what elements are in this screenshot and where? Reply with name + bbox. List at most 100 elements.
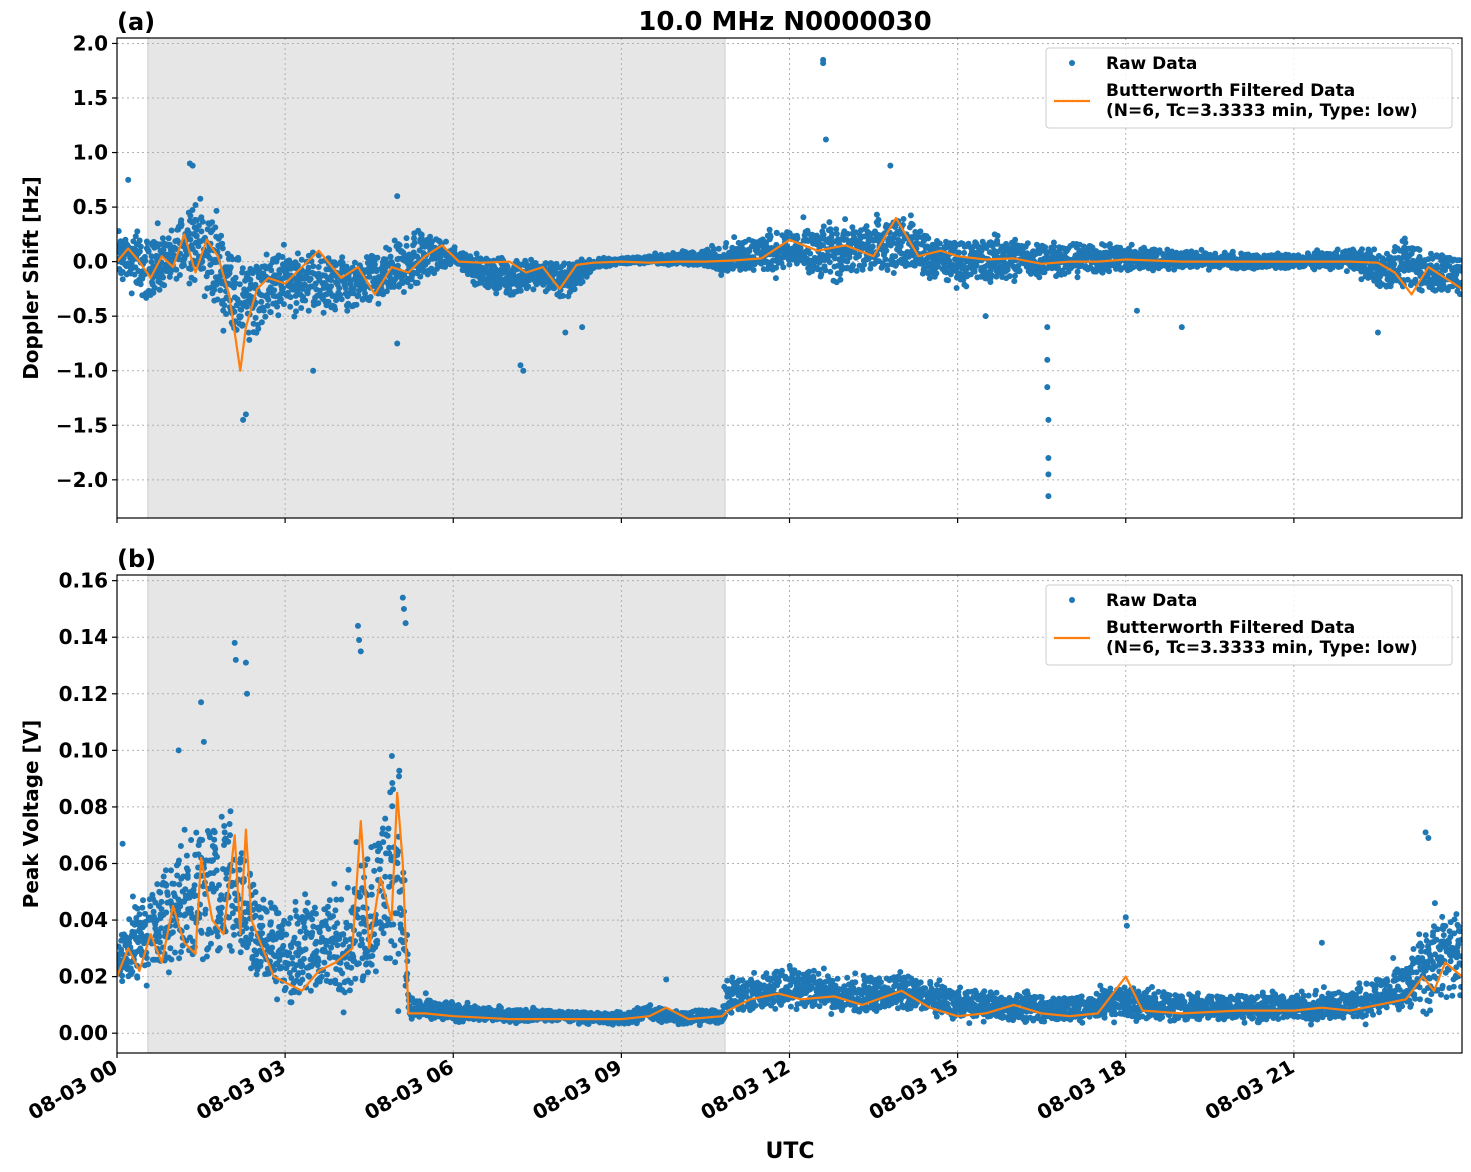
raw-data-point	[1334, 246, 1341, 253]
raw-data-point	[1402, 239, 1409, 246]
raw-data-point	[227, 832, 233, 839]
raw-data-point	[366, 273, 373, 280]
raw-data-point	[144, 240, 151, 246]
raw-data-point	[206, 831, 213, 838]
raw-data-point	[161, 282, 168, 289]
raw-data-point	[285, 920, 292, 927]
raw-data-point	[265, 970, 272, 977]
raw-data-point	[851, 234, 858, 241]
raw-data-point	[165, 969, 172, 976]
raw-data-outlier	[1374, 329, 1381, 336]
raw-data-point	[294, 250, 301, 257]
raw-data-point	[400, 289, 407, 295]
raw-data-point	[827, 226, 834, 233]
raw-data-point	[136, 911, 143, 918]
raw-data-point	[307, 987, 314, 994]
raw-data-point	[243, 303, 250, 310]
raw-data-point	[325, 925, 332, 932]
raw-data-point	[154, 220, 161, 227]
raw-data-point	[269, 944, 276, 951]
raw-data-point	[336, 285, 343, 292]
raw-data-point	[525, 283, 532, 290]
raw-data-point	[333, 896, 340, 903]
raw-data-point	[345, 866, 352, 873]
raw-data-point	[267, 921, 274, 928]
raw-data-point	[1012, 272, 1018, 279]
raw-data-point	[172, 922, 179, 929]
raw-data-point	[143, 982, 150, 989]
raw-data-point	[297, 281, 304, 287]
raw-data-point	[852, 229, 859, 236]
raw-data-point	[926, 275, 933, 282]
raw-data-point	[334, 920, 341, 927]
raw-data-point	[517, 287, 524, 294]
raw-data-point	[274, 303, 281, 310]
raw-data-point	[165, 235, 172, 242]
raw-data-point	[428, 265, 435, 272]
raw-data-point	[374, 254, 381, 261]
raw-data-point	[287, 294, 294, 301]
raw-data-point	[1150, 267, 1156, 274]
raw-data-point	[192, 892, 199, 899]
raw-data-point	[183, 924, 190, 931]
raw-data-point	[861, 233, 868, 240]
raw-data-point	[294, 920, 301, 927]
raw-data-point	[324, 971, 331, 978]
raw-data-point	[842, 216, 849, 223]
raw-data-point	[238, 306, 245, 313]
raw-data-point	[158, 906, 165, 913]
raw-data-point	[157, 889, 164, 896]
raw-data-point	[321, 947, 328, 954]
raw-data-point	[846, 254, 853, 261]
raw-data-point	[268, 267, 275, 274]
raw-data-point	[221, 829, 228, 836]
raw-data-point	[315, 300, 322, 307]
raw-data-point	[336, 982, 343, 989]
raw-data-point	[287, 915, 294, 921]
raw-data-point	[183, 852, 190, 859]
raw-data-point	[226, 270, 233, 277]
raw-data-point	[331, 880, 338, 887]
raw-data-point	[723, 240, 730, 246]
raw-data-point	[247, 276, 254, 283]
raw-data-point	[200, 265, 207, 272]
raw-data-point	[274, 996, 281, 1003]
raw-data-point	[154, 881, 161, 888]
raw-data-point	[221, 823, 228, 829]
raw-data-point	[955, 249, 962, 256]
raw-data-point	[160, 873, 167, 880]
plot-area	[117, 56, 1462, 500]
raw-data-point	[1016, 267, 1023, 274]
figure-title: 10.0 MHz N0000030	[638, 7, 931, 37]
raw-data-point	[211, 829, 218, 836]
raw-data-point	[221, 302, 228, 309]
raw-data-point	[195, 243, 202, 250]
y-tick-label: 1.0	[73, 141, 108, 165]
raw-data-point	[181, 826, 188, 833]
raw-data-point	[213, 207, 220, 214]
raw-data-point	[307, 275, 314, 282]
raw-data-point	[259, 922, 266, 929]
raw-data-point	[213, 867, 220, 874]
raw-data-point	[216, 882, 222, 888]
raw-data-point	[273, 978, 279, 985]
raw-data-point	[338, 896, 345, 903]
y-axis-label: Doppler Shift [Hz]	[19, 176, 43, 380]
raw-data-outlier	[242, 411, 249, 418]
raw-data-point	[371, 261, 378, 268]
y-tick-label: 1.5	[73, 86, 108, 110]
raw-data-point	[1456, 257, 1462, 264]
raw-data-point	[182, 886, 189, 893]
raw-data-point	[773, 264, 780, 271]
raw-data-point	[232, 274, 239, 281]
raw-data-point	[1106, 268, 1113, 275]
raw-data-point	[330, 913, 336, 920]
raw-data-point	[171, 880, 177, 887]
raw-data-point	[786, 261, 793, 268]
raw-data-point	[1417, 269, 1424, 276]
raw-data-point	[168, 956, 175, 963]
raw-data-point	[305, 252, 312, 259]
raw-data-point	[176, 272, 183, 278]
raw-data-point	[1418, 287, 1425, 294]
raw-data-point	[220, 327, 227, 334]
